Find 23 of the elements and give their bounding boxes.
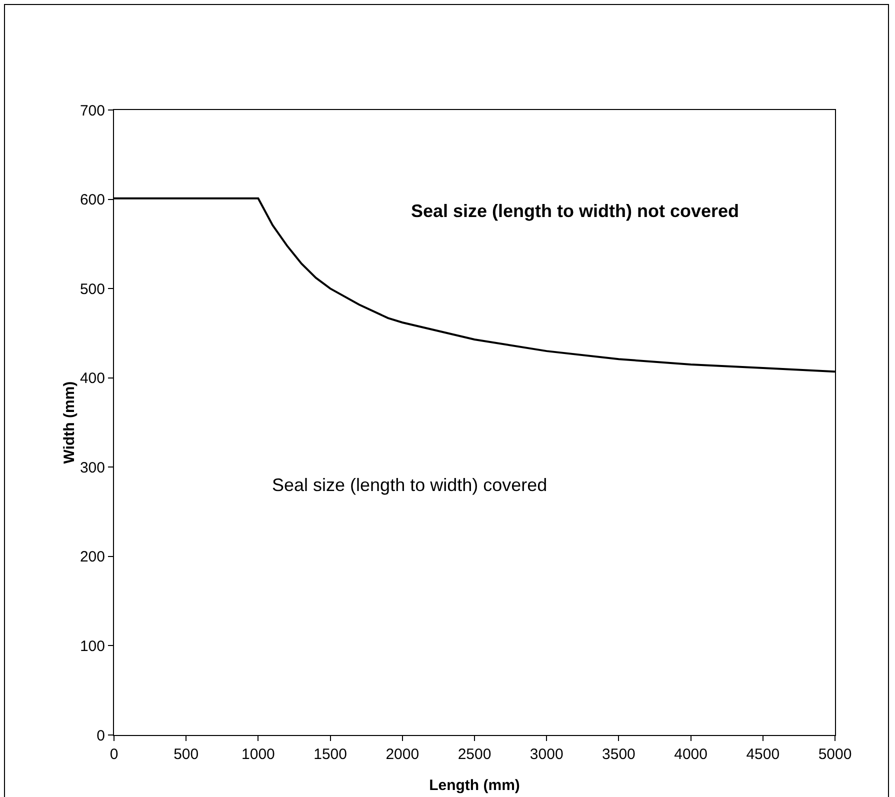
y-tick-label: 0 [96,727,105,744]
y-axis-title: Width (mm) [60,381,78,464]
x-tick-label: 500 [174,746,199,763]
y-tick-label: 200 [80,548,105,566]
x-tick-label: 1500 [314,746,347,763]
y-tick-label: 300 [80,459,105,476]
x-tick-label: 2500 [458,746,492,763]
x-tick-label: 3500 [602,746,636,763]
y-tick-label: 100 [80,638,105,655]
y-tick-label: 700 [80,102,105,120]
y-tick-label: 600 [80,192,105,209]
x-tick-label: 5000 [818,746,852,763]
annotation: Seal size (length to width) not covered [411,201,740,221]
x-axis-title: Length (mm) [429,777,520,794]
x-tick-label: 0 [110,746,118,763]
x-tick-label: 4000 [674,746,708,763]
x-tick-label: 2000 [386,746,420,763]
x-tick-label: 3000 [530,746,564,763]
y-tick-label: 400 [80,370,105,388]
y-tick-label: 500 [80,280,105,298]
x-tick-label: 1000 [242,746,275,763]
annotation: Seal size (length to width) covered [272,475,548,495]
x-tick-label: 4500 [746,746,780,763]
